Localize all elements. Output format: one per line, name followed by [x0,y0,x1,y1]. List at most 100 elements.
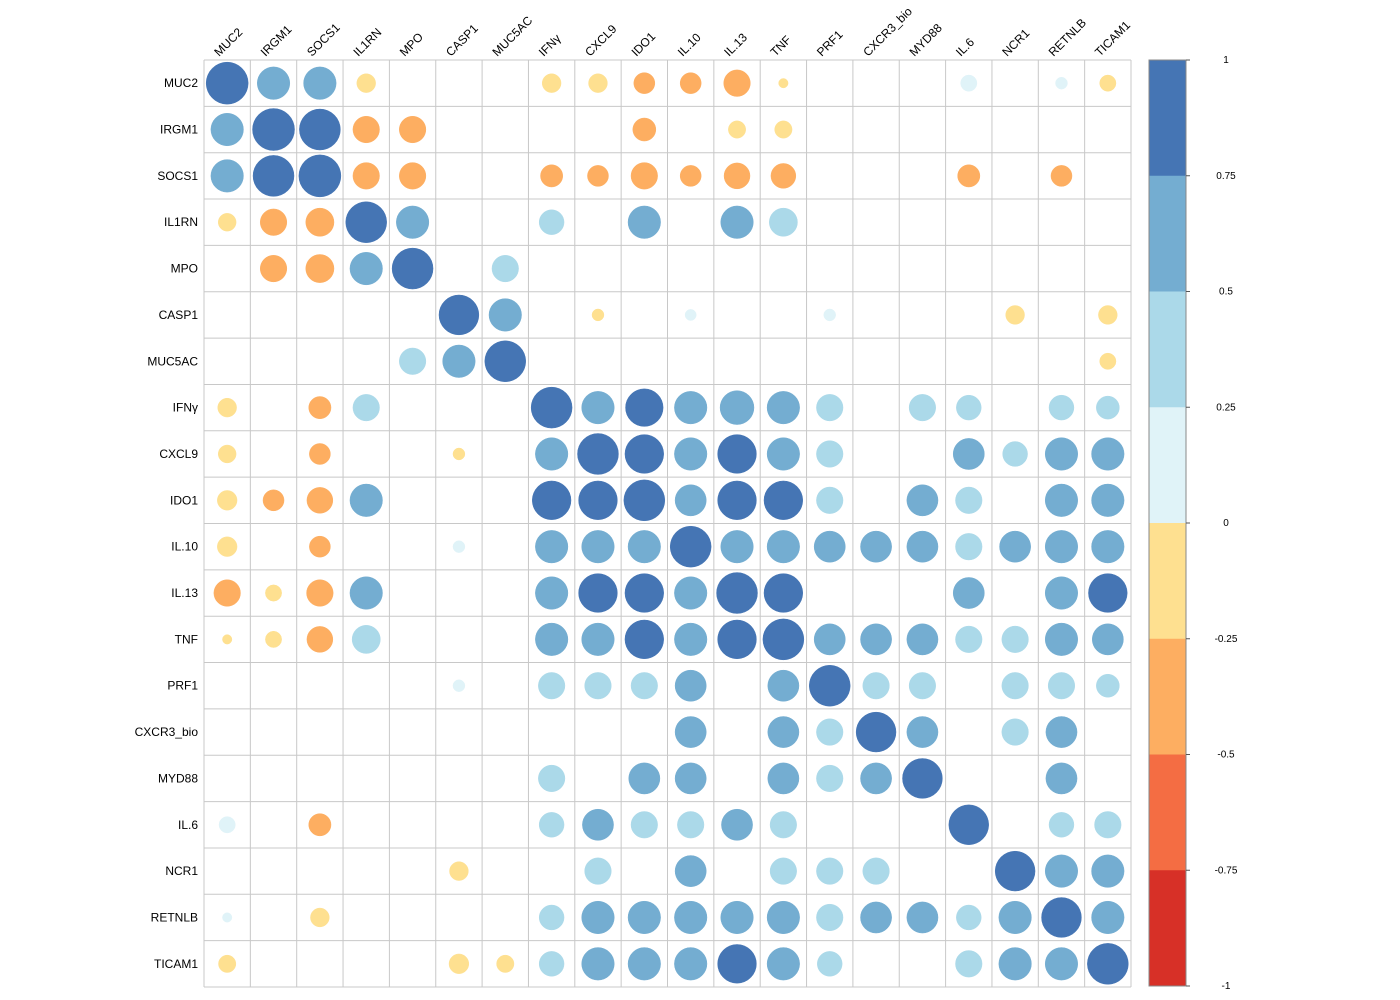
row-label: IL1RN [164,215,198,229]
correlation-circle [218,213,237,232]
correlation-circle [716,572,758,614]
colorbar-segment [1149,523,1186,640]
correlation-circle [218,954,237,973]
correlation-circle [578,573,618,613]
row-label: IDO1 [170,493,198,507]
correlation-circle [308,813,332,837]
correlation-circle [538,764,566,792]
correlation-circle [581,391,615,425]
row-label: MUC2 [164,76,198,90]
correlation-circle [766,900,800,934]
correlation-circle [257,66,291,100]
correlation-circle [717,944,757,984]
column-label: IL1RN [350,25,384,59]
correlation-circle [717,480,757,520]
correlation-circle [252,108,295,151]
correlation-circle [581,900,615,934]
correlation-circle [581,622,615,656]
correlation-circle [627,900,661,934]
correlation-circle [906,484,939,517]
correlation-circle [452,540,466,553]
correlation-circle [955,533,983,561]
correlation-circle [627,205,661,239]
correlation-circle [535,622,569,656]
correlation-circle [532,480,572,520]
correlation-circle [217,490,238,511]
correlation-circle [674,391,708,425]
correlation-circle [908,394,936,422]
correlation-circle [720,530,754,564]
colorbar-tick-label: 1 [1223,55,1229,66]
row-label: NCR1 [165,864,198,878]
correlation-circle [591,308,605,322]
correlation-circle [813,623,846,656]
correlation-circle [491,255,519,283]
correlation-circle [582,808,614,841]
correlation-circle [1044,576,1078,610]
correlation-circle [860,901,892,934]
row-label: TNF [175,632,198,646]
correlation-circle [448,953,470,974]
correlation-circle [1047,672,1076,700]
correlation-circle [902,758,943,799]
correlation-circle [813,530,846,563]
correlation-circle [581,530,615,564]
correlation-circle [1044,947,1078,981]
correlation-circle [1001,625,1029,653]
correlation-circle [684,309,697,321]
correlation-circle [862,857,890,885]
correlation-circle [816,764,844,792]
column-labels: MUC2 IRGM1 SOCS1 IL1RN MPO CASP1 MUC5AC IFNγ CXC… [211,4,1133,59]
correlation-circle [955,486,983,514]
correlation-circle [1045,762,1078,795]
correlation-circle [309,443,331,465]
correlation-circle [259,255,288,283]
correlation-circle [1087,943,1129,985]
correlation-circle [1091,900,1125,934]
correlation-circle [627,530,661,564]
column-label: IDO1 [629,29,659,59]
correlation-circle [816,394,844,422]
correlation-circle [720,205,754,239]
correlation-circle [530,386,573,429]
correlation-circle [717,434,757,474]
correlation-circle [766,437,800,471]
row-label: PRF1 [167,679,198,693]
correlation-circle [816,718,844,746]
correlation-circle [955,950,983,978]
correlation-circle [298,154,342,198]
correlation-circle [816,903,844,932]
correlation-circle [1091,437,1125,471]
correlation-circle [222,634,233,645]
correlation-circle [860,762,892,795]
correlation-circle [624,573,664,613]
row-label: MPO [171,262,198,276]
correlation-circle [862,672,890,700]
correlation-circle [1041,897,1082,938]
correlation-circle [538,812,565,838]
correlation-circle [584,857,612,885]
colorbar-tick-label: -0.25 [1215,634,1238,645]
column-label: MPO [397,30,426,59]
correlation-circle [309,535,331,558]
correlation-circle [952,438,985,470]
colorbar-tick-label: 0.75 [1216,171,1236,182]
correlation-circle [349,483,383,517]
correlation-circle [957,164,981,188]
correlation-circle [1044,437,1078,471]
column-label: CXCL9 [582,22,619,59]
correlation-circle [205,61,249,105]
correlation-circle [1001,718,1029,746]
correlation-circle [674,716,707,748]
column-label: MUC2 [211,25,245,59]
correlation-circle [674,622,708,656]
correlation-circle [351,625,381,654]
correlation-circle [310,907,330,928]
correlation-circle [720,900,754,934]
correlation-circle [624,619,664,659]
correlation-circle [299,108,341,151]
correlation-circle [1044,530,1078,564]
correlation-circle [496,954,515,973]
correlation-circle [679,165,702,187]
correlation-circle [1055,76,1068,90]
